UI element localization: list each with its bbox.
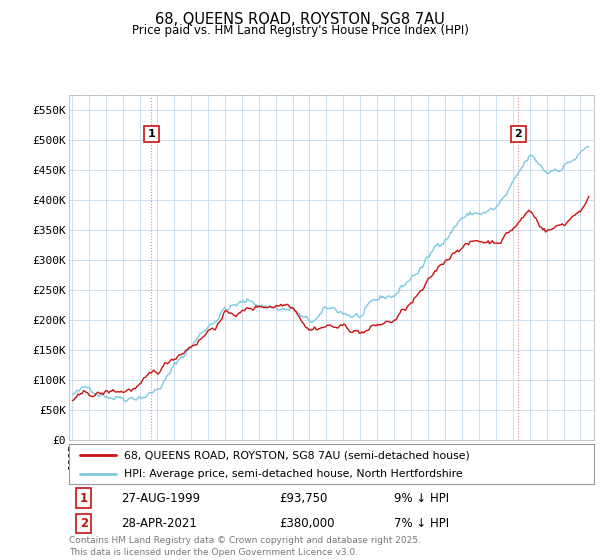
Text: 2: 2 [514, 129, 522, 139]
Text: 2: 2 [80, 517, 88, 530]
Text: Contains HM Land Registry data © Crown copyright and database right 2025.
This d: Contains HM Land Registry data © Crown c… [69, 536, 421, 557]
Text: 1: 1 [148, 129, 155, 139]
Text: 9% ↓ HPI: 9% ↓ HPI [395, 492, 449, 505]
Text: HPI: Average price, semi-detached house, North Hertfordshire: HPI: Average price, semi-detached house,… [124, 469, 463, 479]
Text: 27-AUG-1999: 27-AUG-1999 [121, 492, 200, 505]
Text: 28-APR-2021: 28-APR-2021 [121, 517, 197, 530]
Text: 7% ↓ HPI: 7% ↓ HPI [395, 517, 449, 530]
Text: 68, QUEENS ROAD, ROYSTON, SG8 7AU: 68, QUEENS ROAD, ROYSTON, SG8 7AU [155, 12, 445, 27]
Text: £93,750: £93,750 [279, 492, 328, 505]
Text: Price paid vs. HM Land Registry's House Price Index (HPI): Price paid vs. HM Land Registry's House … [131, 24, 469, 37]
Text: £380,000: £380,000 [279, 517, 335, 530]
Text: 68, QUEENS ROAD, ROYSTON, SG8 7AU (semi-detached house): 68, QUEENS ROAD, ROYSTON, SG8 7AU (semi-… [124, 450, 470, 460]
Text: 1: 1 [80, 492, 88, 505]
